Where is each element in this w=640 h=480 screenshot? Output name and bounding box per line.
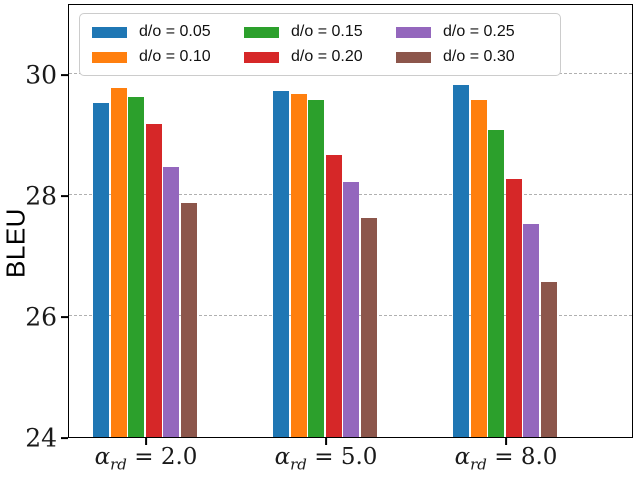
- x-label-value-2: = 8.0: [486, 444, 558, 470]
- x-label-subscript-2: rd: [470, 455, 487, 474]
- legend-label-5: d/o = 0.30: [443, 48, 515, 65]
- x-label-value-1: = 5.0: [306, 444, 378, 470]
- legend-item-1: d/o = 0.10: [92, 46, 244, 68]
- x-tick-mark-2: [505, 438, 507, 445]
- bar-series1-group1: [290, 94, 307, 437]
- legend-item-3: d/o = 0.20: [244, 46, 396, 68]
- x-label-subscript-1: rd: [290, 455, 307, 474]
- legend: d/o = 0.05 d/o = 0.10 d/o = 0.15 d/o = 0.20…: [79, 13, 561, 76]
- y-tick-mark-24: [61, 437, 68, 439]
- legend-label-0: d/o = 0.05: [139, 23, 211, 40]
- x-tick-label-0: αrd = 2.0: [95, 444, 198, 474]
- bar-series2-group0: [128, 97, 145, 437]
- bar-series5-group0: [181, 203, 197, 437]
- x-label-subscript-0: rd: [110, 455, 127, 474]
- x-tick-label-2: αrd = 8.0: [455, 444, 558, 474]
- x-label-symbol-0: α: [94, 444, 111, 470]
- legend-swatch-0: [92, 26, 127, 38]
- y-tick-mark-30: [61, 74, 68, 76]
- bar-series4-group0: [163, 166, 180, 437]
- y-tick-label-28: 28: [25, 181, 57, 211]
- legend-label-4: d/o = 0.25: [443, 23, 515, 40]
- bar-series4-group1: [343, 181, 360, 437]
- bar-series5-group2: [541, 281, 557, 437]
- y-axis-label: BLEU: [0, 208, 31, 278]
- legend-item-5: d/o = 0.30: [396, 46, 548, 68]
- bar-series3-group2: [505, 178, 522, 437]
- bar-series3-group1: [325, 154, 342, 437]
- y-tick-label-24: 24: [25, 423, 57, 453]
- x-tick-mark-1: [325, 438, 327, 445]
- bar-series5-group1: [361, 218, 377, 437]
- legend-swatch-4: [396, 26, 431, 38]
- plot-area: d/o = 0.05 d/o = 0.10 d/o = 0.15 d/o = 0.20…: [68, 4, 633, 438]
- bar-series1-group2: [470, 100, 487, 437]
- bar-series4-group2: [523, 224, 540, 437]
- y-tick-mark-26: [61, 316, 68, 318]
- legend-item-0: d/o = 0.05: [92, 21, 244, 43]
- legend-item-4: d/o = 0.25: [396, 21, 548, 43]
- x-tick-label-1: αrd = 5.0: [275, 444, 378, 474]
- legend-label-2: d/o = 0.15: [291, 23, 363, 40]
- y-tick-label-30: 30: [25, 60, 57, 90]
- bar-series0-group0: [93, 103, 109, 437]
- bar-series2-group1: [308, 100, 325, 437]
- y-tick-label-26: 26: [25, 302, 57, 332]
- legend-swatch-5: [396, 51, 431, 63]
- bar-series1-group0: [110, 88, 127, 437]
- x-label-value-0: = 2.0: [126, 444, 198, 470]
- x-label-symbol-1: α: [274, 444, 291, 470]
- legend-swatch-1: [92, 51, 127, 63]
- y-tick-mark-28: [61, 195, 68, 197]
- x-tick-mark-0: [145, 438, 147, 445]
- legend-label-1: d/o = 0.10: [139, 48, 211, 65]
- bar-series3-group0: [145, 124, 162, 437]
- legend-swatch-3: [244, 51, 279, 63]
- x-label-symbol-2: α: [454, 444, 471, 470]
- bar-series0-group1: [273, 91, 289, 437]
- legend-item-2: d/o = 0.15: [244, 21, 396, 43]
- legend-label-3: d/o = 0.20: [291, 48, 363, 65]
- bar-series2-group2: [488, 130, 505, 437]
- legend-swatch-2: [244, 26, 279, 38]
- bar-series0-group2: [453, 85, 469, 437]
